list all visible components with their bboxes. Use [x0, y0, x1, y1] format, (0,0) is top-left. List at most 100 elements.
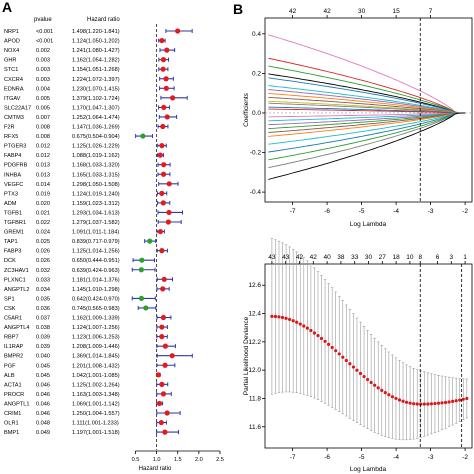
cv-top-tick-label: 10 [406, 254, 414, 261]
forest-gene-label: ANGPTL2 [4, 287, 30, 293]
forest-hr-text: 1.201(1.008-1.432) [72, 363, 120, 369]
cv-point [270, 314, 274, 318]
cv-top-tick-label: 40 [323, 254, 331, 261]
forest-point [138, 267, 144, 273]
cv-point [316, 334, 320, 338]
cv-point [451, 399, 455, 403]
forest-point [157, 152, 163, 158]
cv-point [433, 401, 437, 406]
forest-point [160, 57, 167, 63]
forest-pvalue: 0.036 [36, 306, 50, 312]
cv-xlabel: Log Lambda [350, 466, 387, 473]
cv-point [454, 399, 458, 403]
forest-hr-text: 1.369(1.014-1.845) [72, 354, 120, 360]
lasso-y-tick-label: 0.0 [252, 110, 261, 117]
forest-point [143, 305, 149, 311]
forest-point [164, 47, 170, 53]
cv-point [305, 326, 309, 330]
forest-gene-label: C5AR1 [4, 316, 22, 322]
forest-point [159, 248, 165, 254]
cv-frame [264, 263, 473, 449]
forest-gene-label: TAP1 [4, 239, 18, 245]
forest-gene-label: ITGAV [4, 96, 21, 102]
forest-pvalue: 0.045 [36, 363, 50, 369]
forest-pvalue: 0.002 [36, 48, 50, 54]
cv-x-tick-label: -5 [359, 454, 365, 461]
lasso-ylabel: Coefficients [243, 92, 250, 127]
forest-gene-label: ALB [4, 373, 15, 379]
cv-point [362, 374, 366, 379]
lasso-x-tick-label: -3 [428, 208, 434, 215]
cv-y-tick-label: 11.6 [249, 424, 262, 431]
lasso-coefficient-path [268, 112, 466, 137]
forest-hr-text: 1.125(1.026-1.229) [72, 144, 120, 150]
forest-gene-label: F2R [4, 125, 15, 131]
cv-point [390, 395, 394, 399]
forest-gene-label: BMPR2 [4, 354, 23, 360]
cv-top-tick-label: 43 [268, 254, 276, 261]
cv-point [284, 316, 288, 320]
cv-point [344, 358, 348, 363]
forest-point [159, 37, 165, 44]
forest-hr-text: 1.293(1.034-1.613) [72, 210, 120, 216]
lasso-coefficient-path [268, 57, 466, 114]
forest-hr-text: 1.123(1.006-1.253) [72, 335, 120, 341]
forest-pvalue: 0.012 [36, 144, 50, 150]
cv-y-tick-label: 12.0 [248, 367, 261, 374]
forest-pvalue: 0.025 [36, 239, 50, 245]
forest-gene-label: GHR [4, 58, 16, 64]
forest-gene-label: STC1 [4, 67, 18, 73]
cv-top-tick-label: 42 [296, 254, 304, 261]
lasso-coefficient-path [268, 112, 466, 161]
cv-top-tick-label: 30 [365, 254, 373, 261]
cv-point [288, 317, 292, 322]
forest-hr-text: 1.165(1.033-1.315) [72, 172, 120, 178]
cv-point [355, 368, 359, 372]
forest-point [158, 419, 164, 426]
forest-point [163, 85, 169, 91]
cv-point [312, 331, 317, 335]
lasso-frame [264, 17, 473, 203]
forest-pvalue: 0.013 [36, 163, 50, 169]
forest-hr-text: 1.181(1.014-1.376) [72, 277, 120, 283]
cv-point [383, 391, 387, 395]
forest-gene-label: CXCR4 [4, 77, 23, 83]
forest-gene-label: SLC22A17 [4, 105, 31, 111]
forest-x-tick-label: 0.5 [132, 457, 140, 463]
forest-hr-text: 0.642(0.424-0.970) [72, 296, 120, 302]
forest-hr-text: 1.125(1.002-1.264) [72, 382, 120, 388]
forest-pvalue: 0.024 [36, 230, 50, 236]
forest-point [140, 133, 146, 139]
lasso-coefficient-path [268, 65, 466, 114]
cv-point [397, 398, 402, 402]
forest-pvalue: 0.039 [36, 344, 50, 350]
forest-hr-header: Hazard ratio [87, 17, 120, 23]
forest-gene-label: ANGPTL1 [4, 401, 30, 407]
forest-gene-label: PTX3 [4, 191, 18, 197]
cv-point [330, 345, 334, 350]
forest-pvalue: 0.046 [36, 411, 50, 417]
lasso-coefficient-path [268, 112, 466, 133]
forest-hr-text: 1.230(1.070-1.415) [72, 86, 120, 92]
forest-point [155, 372, 161, 378]
lasso-coefficient-path [268, 112, 466, 122]
lasso-top-tick-label: 7 [429, 8, 433, 15]
forest-hr-text: 1.250(1.004-1.557) [72, 411, 120, 417]
forest-hr-text: 1.252(1.064-1.474) [72, 115, 120, 121]
forest-hr-text: 1.069(1.001-1.142) [72, 401, 120, 407]
forest-point [159, 381, 165, 387]
cv-top-tick-label: 33 [351, 254, 359, 261]
lasso-coefficient-path [268, 112, 466, 118]
forest-x-tick-label: 1.5 [174, 457, 182, 463]
forest-hr-text: 1.298(1.050-1.508) [72, 182, 120, 188]
forest-gene-label: CMTM3 [4, 115, 24, 121]
forest-hr-text: 1.170(1.047-1.307) [72, 105, 120, 111]
forest-gene-label: ZC3HAV1 [4, 268, 29, 274]
lasso-top-tick-label: 42 [323, 8, 331, 15]
forest-point [165, 219, 171, 225]
cv-top-tick-label: 38 [337, 254, 345, 261]
cv-point [419, 402, 423, 406]
forest-gene-label: CRIM1 [4, 411, 21, 417]
forest-pvalue: 0.026 [36, 249, 50, 255]
forest-pvalue: 0.008 [36, 125, 50, 131]
